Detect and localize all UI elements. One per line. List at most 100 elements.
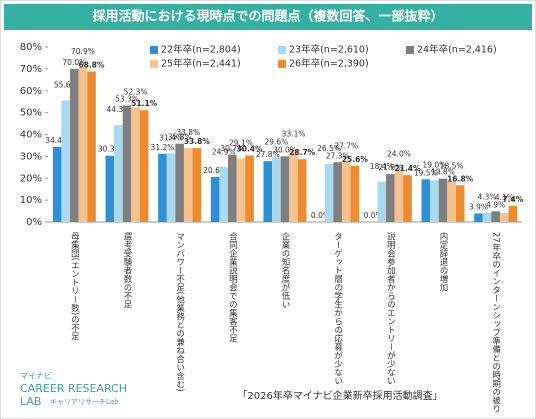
x-tick-label: 内定辞退の増加 xyxy=(438,231,448,292)
bar xyxy=(175,143,184,222)
value-label: 33.8% xyxy=(176,128,200,137)
y-tick-label: 10% xyxy=(20,195,42,206)
y-tick-label: 50% xyxy=(20,108,42,119)
bar xyxy=(438,178,448,222)
y-tick-label: 60% xyxy=(20,86,42,97)
value-label: 7.4% xyxy=(502,195,523,204)
bar xyxy=(131,107,140,222)
value-label: 30.3% xyxy=(98,145,122,154)
bar xyxy=(139,110,149,222)
bar xyxy=(394,169,404,222)
value-label: 52.3% xyxy=(124,88,148,97)
value-label: 20.6% xyxy=(203,166,227,175)
value-label: 33.8% xyxy=(184,137,211,146)
bar xyxy=(350,166,360,222)
value-label: 16.8% xyxy=(447,174,474,183)
value-label: 25.6% xyxy=(342,155,369,164)
x-tick-label: 説明会参加者からのエントリーが少ない xyxy=(385,231,395,385)
bar xyxy=(297,159,307,222)
x-tick-label: 合同企業説明会での集客不足 xyxy=(227,231,237,343)
bar xyxy=(114,125,123,222)
value-label: 28.7% xyxy=(289,148,316,157)
value-label: 24.0% xyxy=(387,150,411,159)
logo: マイナビ CAREER RESEARCH LAB キャリアリサーチLab xyxy=(20,372,127,409)
value-label: 0.0% xyxy=(364,211,383,220)
legend-label: 23年卒(n=2,610) xyxy=(289,44,369,56)
logo-line1: CAREER RESEARCH xyxy=(20,382,127,395)
legend-swatch xyxy=(150,46,158,54)
bar xyxy=(421,179,431,222)
bar xyxy=(272,157,281,222)
value-label: 35.8% xyxy=(168,133,192,142)
bar xyxy=(87,71,96,222)
bar xyxy=(158,153,167,222)
bar xyxy=(192,148,202,222)
y-tick-label: 30% xyxy=(20,151,42,162)
x-tick-label: 企業の知名度が低い xyxy=(280,231,290,308)
bar xyxy=(61,100,71,222)
title-bar xyxy=(4,4,532,30)
value-label: 30.7% xyxy=(220,144,244,153)
value-label: 4.9% xyxy=(486,200,505,209)
bar xyxy=(210,176,220,222)
value-label: 26.5% xyxy=(317,144,341,153)
source: 「2026年卒マイナビ企業新卒採用活動調査」 xyxy=(237,389,442,402)
bar xyxy=(324,164,334,222)
bar xyxy=(474,213,483,222)
bar xyxy=(219,167,229,222)
legend-swatch xyxy=(406,46,414,54)
value-label: 33.1% xyxy=(282,130,306,139)
value-label: 30.0% xyxy=(273,145,297,154)
value-label: 18.4% xyxy=(370,162,394,171)
value-label: 27.7% xyxy=(334,141,358,150)
value-label: 30.4% xyxy=(237,145,264,154)
value-label: 51.1% xyxy=(131,99,158,108)
value-label: 29.6% xyxy=(264,137,288,146)
bar xyxy=(105,155,115,222)
value-label: 24.9% xyxy=(212,148,236,157)
bar xyxy=(447,181,456,222)
value-label: 4.1% xyxy=(495,193,514,202)
x-tick-label: 母集団(エントリー数)の不足 xyxy=(69,232,79,342)
value-label: 19.0% xyxy=(422,160,446,169)
bar xyxy=(333,162,342,222)
bar xyxy=(430,180,439,222)
value-label: 19.8% xyxy=(431,168,455,177)
x-tick-label: 27年卒のインターンシップ準備との時期の被り xyxy=(491,232,501,413)
legend-swatch xyxy=(278,60,286,68)
y-tick-label: 20% xyxy=(20,173,42,184)
value-label: 70.0% xyxy=(62,58,86,67)
value-label: 55.6% xyxy=(54,80,78,89)
bar xyxy=(377,181,387,222)
y-tick-label: 40% xyxy=(20,130,42,141)
value-label: 70.9% xyxy=(71,47,95,56)
bar xyxy=(403,175,412,222)
bar xyxy=(455,185,465,222)
value-label: 68.8% xyxy=(79,61,106,70)
logo-sub: キャリアリサーチLab xyxy=(50,398,119,406)
y-tick-label: 80% xyxy=(20,42,42,53)
bar xyxy=(70,68,79,222)
bar xyxy=(122,105,132,222)
legend-label: 25年卒(n=2,441) xyxy=(161,58,241,70)
bar xyxy=(289,149,298,222)
bar xyxy=(263,161,273,222)
bar xyxy=(245,155,254,222)
value-label: 4.3% xyxy=(478,193,497,202)
legend-label: 24年卒(n=2,416) xyxy=(417,44,497,56)
bar xyxy=(491,211,500,222)
bar xyxy=(482,212,492,222)
bar xyxy=(183,148,193,222)
y-tick-label: 70% xyxy=(20,64,42,75)
x-tick-label: マンパワー不足(他業務との兼ね合い含む) xyxy=(175,232,185,392)
bar xyxy=(52,146,62,222)
bar xyxy=(508,205,518,222)
bar xyxy=(341,161,351,222)
bar xyxy=(236,158,246,222)
value-label: 3.9% xyxy=(469,202,488,211)
bar xyxy=(499,213,509,222)
legend-swatch xyxy=(150,60,158,68)
value-label: 31.2% xyxy=(151,143,175,152)
x-tick-label: 選考受験者数の不足 xyxy=(122,231,132,309)
